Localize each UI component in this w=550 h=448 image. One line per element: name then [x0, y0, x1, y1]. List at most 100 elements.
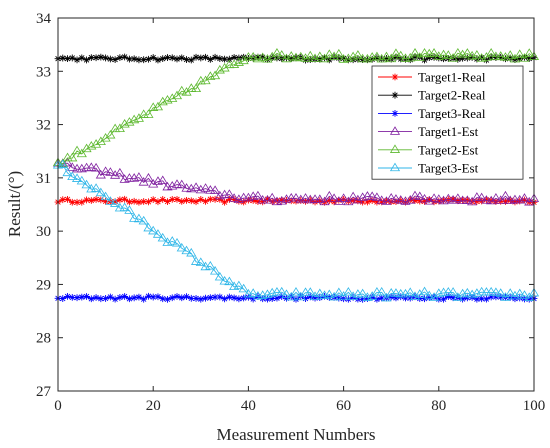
data-point [259, 53, 267, 61]
data-point [138, 177, 149, 186]
data-point [176, 85, 187, 95]
data-point [268, 197, 276, 205]
data-point [202, 294, 209, 302]
data-point [448, 287, 459, 296]
legend-label: Target3-Est [418, 161, 479, 176]
data-point [149, 196, 157, 204]
data-point [78, 198, 86, 206]
data-point [64, 55, 71, 63]
data-point [81, 179, 92, 189]
data-point [240, 53, 248, 61]
data-point [267, 192, 278, 202]
data-point [309, 53, 321, 63]
data-point [249, 197, 257, 204]
data-point [376, 53, 387, 63]
data-point [357, 53, 368, 63]
data-point [129, 213, 140, 222]
data-point [521, 53, 528, 61]
legend: Target1-Real Target2-Real Target3-Real Targ… [371, 65, 524, 180]
legend-label: Target2-Real [418, 88, 486, 103]
data-point [283, 197, 290, 204]
y-tick-label: 29 [36, 277, 51, 293]
data-point [245, 55, 252, 62]
data-point [148, 225, 159, 235]
data-point [114, 123, 125, 133]
data-point [100, 191, 111, 201]
data-point [516, 294, 524, 302]
data-point [378, 294, 386, 302]
data-point [192, 198, 200, 206]
data-point [143, 222, 154, 232]
data-point [433, 51, 444, 60]
data-point [186, 83, 197, 92]
data-point [100, 166, 111, 175]
data-point [297, 197, 305, 204]
data-point [506, 294, 514, 301]
data-point [381, 196, 392, 205]
data-point [126, 198, 133, 206]
data-point [210, 185, 221, 194]
legend-item: Target1-Real [378, 70, 486, 85]
data-point [100, 133, 111, 142]
data-point [433, 194, 444, 203]
data-point [405, 195, 416, 204]
data-point [306, 293, 314, 301]
data-point [262, 289, 273, 298]
data-point [183, 196, 190, 204]
data-point [449, 195, 457, 203]
series-target2-est [52, 47, 540, 168]
data-point [140, 56, 148, 64]
data-point [525, 55, 533, 62]
data-point [295, 291, 306, 301]
data-point [67, 162, 78, 171]
data-point [416, 295, 424, 302]
data-point [333, 48, 344, 58]
data-point [219, 275, 230, 285]
data-point [187, 56, 195, 64]
data-point [200, 183, 211, 192]
data-point [409, 291, 421, 300]
data-point [225, 196, 233, 203]
data-point [524, 292, 535, 301]
data-point [211, 195, 219, 203]
data-point [183, 56, 190, 63]
data-point [140, 295, 148, 303]
data-point [168, 195, 176, 203]
data-point [200, 75, 211, 85]
data-point [116, 294, 124, 301]
data-point [102, 197, 109, 205]
data-point [359, 198, 367, 206]
data-point [463, 196, 471, 204]
data-point [519, 53, 530, 62]
data-point [381, 292, 392, 302]
data-point [454, 55, 462, 63]
data-point [119, 118, 130, 128]
data-point [129, 114, 140, 124]
data-point [197, 196, 205, 203]
data-point [348, 51, 359, 61]
data-point [343, 196, 354, 206]
data-point [495, 51, 506, 60]
data-point [126, 295, 133, 303]
data-point [159, 55, 167, 63]
y-tick-label: 28 [36, 331, 51, 347]
data-point [192, 53, 200, 61]
data-point [176, 242, 187, 252]
data-point [240, 294, 248, 302]
data-point [495, 288, 506, 297]
data-point [492, 54, 500, 61]
data-point [78, 54, 86, 62]
data-point [64, 195, 71, 203]
data-point [400, 288, 411, 298]
data-point [390, 48, 402, 57]
data-point [419, 193, 430, 203]
data-point [91, 162, 102, 172]
data-point [419, 286, 430, 296]
data-point [311, 198, 319, 206]
data-point [459, 295, 466, 303]
data-point [111, 295, 119, 303]
data-point [157, 232, 168, 242]
data-point [67, 171, 78, 181]
data-point [68, 198, 76, 206]
data-point [478, 54, 486, 62]
